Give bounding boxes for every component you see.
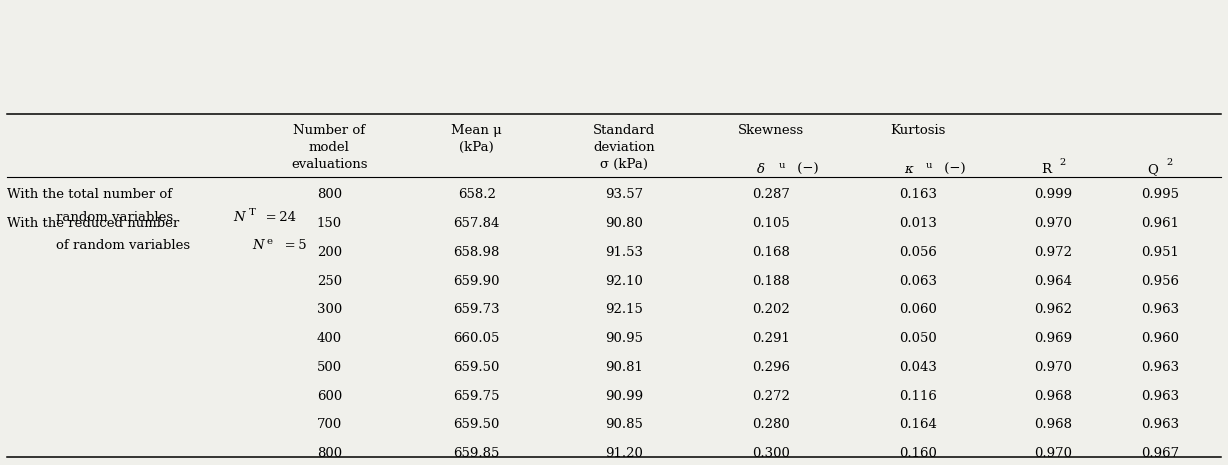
Text: 659.73: 659.73 [453, 304, 500, 316]
Text: (−): (−) [939, 163, 965, 176]
Text: With the reduced number: With the reduced number [7, 217, 179, 230]
Text: 0.967: 0.967 [1141, 447, 1179, 460]
Text: = 5: = 5 [281, 239, 306, 252]
Text: 0.188: 0.188 [752, 275, 790, 288]
Text: 0.963: 0.963 [1141, 304, 1179, 316]
Text: 0.963: 0.963 [1141, 418, 1179, 432]
Text: 0.964: 0.964 [1034, 275, 1072, 288]
Text: 659.50: 659.50 [453, 361, 500, 374]
Text: 0.291: 0.291 [752, 332, 790, 345]
Text: 0.050: 0.050 [899, 332, 937, 345]
Text: 0.960: 0.960 [1141, 332, 1179, 345]
Text: 91.53: 91.53 [605, 246, 642, 259]
Text: 0.160: 0.160 [899, 447, 937, 460]
Text: 500: 500 [317, 361, 341, 374]
Text: 0.972: 0.972 [1034, 246, 1072, 259]
Text: 0.164: 0.164 [899, 418, 937, 432]
Text: 90.99: 90.99 [604, 390, 643, 403]
Text: 0.272: 0.272 [752, 390, 790, 403]
Text: 0.968: 0.968 [1034, 390, 1072, 403]
Text: 659.85: 659.85 [453, 447, 500, 460]
Text: N: N [233, 211, 246, 224]
Text: u: u [926, 161, 932, 170]
Text: δ: δ [758, 163, 765, 176]
Text: 2: 2 [1167, 158, 1173, 167]
Text: 0.969: 0.969 [1034, 332, 1072, 345]
Text: N: N [252, 239, 264, 252]
Text: 700: 700 [317, 418, 343, 432]
Text: 659.50: 659.50 [453, 418, 500, 432]
Text: = 24: = 24 [263, 211, 296, 224]
Text: 92.10: 92.10 [605, 275, 642, 288]
Text: 0.999: 0.999 [1034, 188, 1072, 201]
Text: 0.287: 0.287 [752, 188, 790, 201]
Text: 300: 300 [317, 304, 343, 316]
Text: 0.956: 0.956 [1141, 275, 1179, 288]
Text: 657.84: 657.84 [453, 217, 500, 230]
Text: 0.995: 0.995 [1141, 188, 1179, 201]
Text: (−): (−) [792, 163, 818, 176]
Text: 658.98: 658.98 [453, 246, 500, 259]
Text: With the total number of: With the total number of [7, 188, 172, 201]
Text: 200: 200 [317, 246, 341, 259]
Text: 0.280: 0.280 [752, 418, 790, 432]
Text: 0.963: 0.963 [1141, 390, 1179, 403]
Text: 90.80: 90.80 [605, 217, 642, 230]
Text: u: u [779, 161, 785, 170]
Text: 800: 800 [317, 447, 341, 460]
Text: Skewness: Skewness [738, 124, 804, 137]
Text: 0.202: 0.202 [752, 304, 790, 316]
Text: 0.963: 0.963 [1141, 361, 1179, 374]
Text: 0.168: 0.168 [752, 246, 790, 259]
Text: 0.961: 0.961 [1141, 217, 1179, 230]
Text: 400: 400 [317, 332, 341, 345]
Text: 0.951: 0.951 [1141, 246, 1179, 259]
Text: 93.57: 93.57 [604, 188, 643, 201]
Text: random variables: random variables [56, 211, 177, 224]
Text: 0.968: 0.968 [1034, 418, 1072, 432]
Text: Mean μ
(kPa): Mean μ (kPa) [451, 124, 502, 153]
Text: Standard
deviation
σ (kPa): Standard deviation σ (kPa) [593, 124, 655, 171]
Text: 0.970: 0.970 [1034, 217, 1072, 230]
Text: 0.056: 0.056 [899, 246, 937, 259]
Text: 658.2: 658.2 [458, 188, 496, 201]
Text: 90.85: 90.85 [605, 418, 642, 432]
Text: 91.20: 91.20 [605, 447, 642, 460]
Text: 2: 2 [1060, 158, 1066, 167]
Text: 0.970: 0.970 [1034, 447, 1072, 460]
Text: 0.043: 0.043 [899, 361, 937, 374]
Text: T: T [248, 208, 255, 217]
Text: Number of
model
evaluations: Number of model evaluations [291, 124, 367, 171]
Text: 600: 600 [317, 390, 343, 403]
Text: Kurtosis: Kurtosis [890, 124, 946, 137]
Text: R: R [1041, 163, 1051, 176]
Text: 0.013: 0.013 [899, 217, 937, 230]
Text: 800: 800 [317, 188, 341, 201]
Text: κ: κ [904, 163, 912, 176]
Text: 90.81: 90.81 [605, 361, 642, 374]
Text: 0.116: 0.116 [899, 390, 937, 403]
Text: 0.105: 0.105 [752, 217, 790, 230]
Text: 0.163: 0.163 [899, 188, 937, 201]
Text: 250: 250 [317, 275, 341, 288]
Text: 0.296: 0.296 [752, 361, 790, 374]
Text: 659.75: 659.75 [453, 390, 500, 403]
Text: 92.15: 92.15 [605, 304, 642, 316]
Text: 659.90: 659.90 [453, 275, 500, 288]
Text: 0.970: 0.970 [1034, 361, 1072, 374]
Text: 0.063: 0.063 [899, 275, 937, 288]
Text: 0.962: 0.962 [1034, 304, 1072, 316]
Text: 0.300: 0.300 [752, 447, 790, 460]
Text: 150: 150 [317, 217, 341, 230]
Text: Q: Q [1147, 163, 1158, 176]
Text: 0.060: 0.060 [899, 304, 937, 316]
Text: 90.95: 90.95 [605, 332, 642, 345]
Text: e: e [266, 237, 273, 246]
Text: of random variables: of random variables [56, 239, 194, 252]
Text: 660.05: 660.05 [453, 332, 500, 345]
